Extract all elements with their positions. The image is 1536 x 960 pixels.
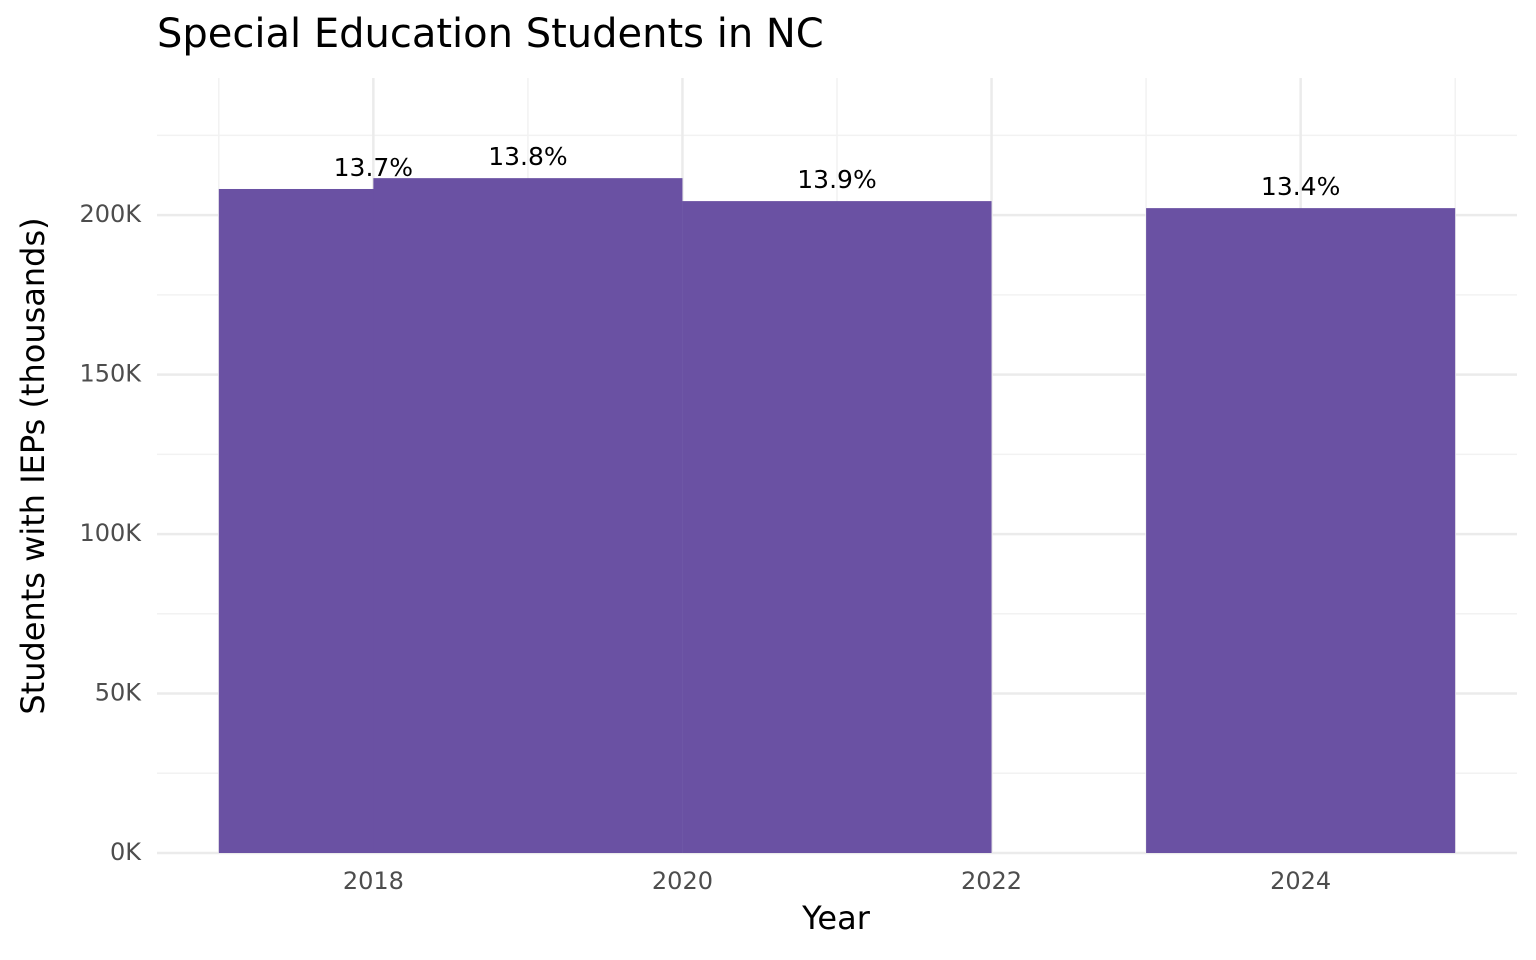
x-tick-label: 2018 <box>343 867 404 895</box>
y-tick-label: 100K <box>79 519 142 547</box>
bar <box>682 201 992 853</box>
y-tick-label: 50K <box>95 679 143 707</box>
data-label: 13.8% <box>488 142 567 171</box>
y-axis-label: Students with IEPs (thousands) <box>14 217 52 714</box>
data-label: 13.7% <box>334 153 413 182</box>
data-label: 13.9% <box>797 165 876 194</box>
x-tick-label: 2024 <box>1270 867 1331 895</box>
data-label: 13.4% <box>1261 172 1340 201</box>
y-tick-label: 200K <box>79 200 142 228</box>
chart-title: Special Education Students in NC <box>157 11 824 57</box>
bar <box>373 178 683 853</box>
y-tick-label: 150K <box>79 360 142 388</box>
x-tick-label: 2020 <box>652 867 713 895</box>
y-tick-label: 0K <box>110 838 142 866</box>
x-tick-label: 2022 <box>961 867 1022 895</box>
x-axis-label: Year <box>801 899 871 937</box>
bar <box>1146 208 1456 853</box>
